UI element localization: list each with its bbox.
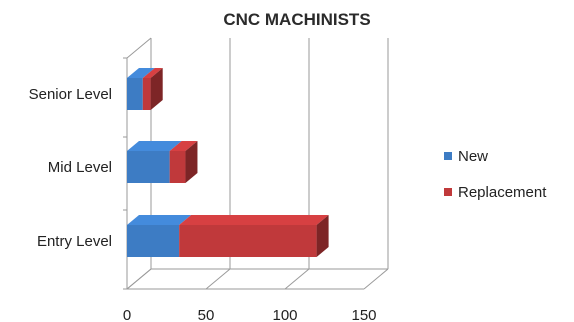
legend-label-replacement: Replacement bbox=[458, 184, 547, 201]
bar-new-entry-level bbox=[127, 215, 192, 257]
legend-swatch-new bbox=[444, 152, 452, 160]
x-tick-label: 50 bbox=[198, 307, 215, 322]
category-label: Entry Level bbox=[37, 233, 112, 250]
x-tick-label: 100 bbox=[272, 307, 297, 322]
floor-gridline bbox=[284, 268, 310, 290]
bar-replacement-senior-level bbox=[142, 68, 163, 110]
x-tick-label: 0 bbox=[123, 307, 131, 322]
bar-replacement-senior-level-top bbox=[142, 68, 163, 78]
category-labels: Entry Level Mid Level Senior Level bbox=[29, 86, 112, 250]
x-tick-label: 150 bbox=[351, 307, 376, 322]
chart-title: CNC MACHINISTS bbox=[223, 10, 370, 29]
bar-replacement-senior-level-front bbox=[142, 78, 151, 110]
bar-new-mid-level bbox=[127, 141, 182, 183]
bar-end-face-mid-level bbox=[185, 141, 198, 183]
bar-series bbox=[127, 68, 329, 257]
bar-new-mid-level-top bbox=[127, 141, 182, 151]
category-label: Mid Level bbox=[48, 159, 112, 176]
bar-replacement-entry-level-top bbox=[179, 215, 329, 225]
bar-new-senior-level-top bbox=[127, 68, 155, 78]
bar-new-mid-level-front bbox=[127, 151, 170, 183]
bar-new-entry-level-top bbox=[127, 215, 192, 225]
bar-replacement-entry-level-front bbox=[179, 225, 317, 257]
floor-gridline bbox=[126, 268, 152, 290]
bar-end-face-senior-level bbox=[150, 68, 163, 110]
bar-replacement-mid-level bbox=[169, 141, 198, 183]
bar-new-senior-level bbox=[127, 68, 155, 110]
legend-label-new: New bbox=[458, 148, 488, 165]
bar-new-entry-level-front bbox=[127, 225, 180, 257]
legend: New Replacement bbox=[444, 148, 547, 201]
floor-gridline bbox=[205, 268, 231, 290]
bar-end-face-entry-level bbox=[316, 215, 329, 257]
bar-replacement-mid-level-front bbox=[169, 151, 186, 183]
category-label: Senior Level bbox=[29, 86, 112, 103]
x-axis-ticks: 0 50 100 150 bbox=[123, 307, 377, 322]
bar-new-senior-level-front bbox=[127, 78, 143, 110]
bar-replacement-entry-level bbox=[179, 215, 329, 257]
legend-swatch-replacement bbox=[444, 188, 452, 196]
floor-gridline bbox=[363, 268, 389, 290]
bar-replacement-mid-level-top bbox=[169, 141, 198, 151]
